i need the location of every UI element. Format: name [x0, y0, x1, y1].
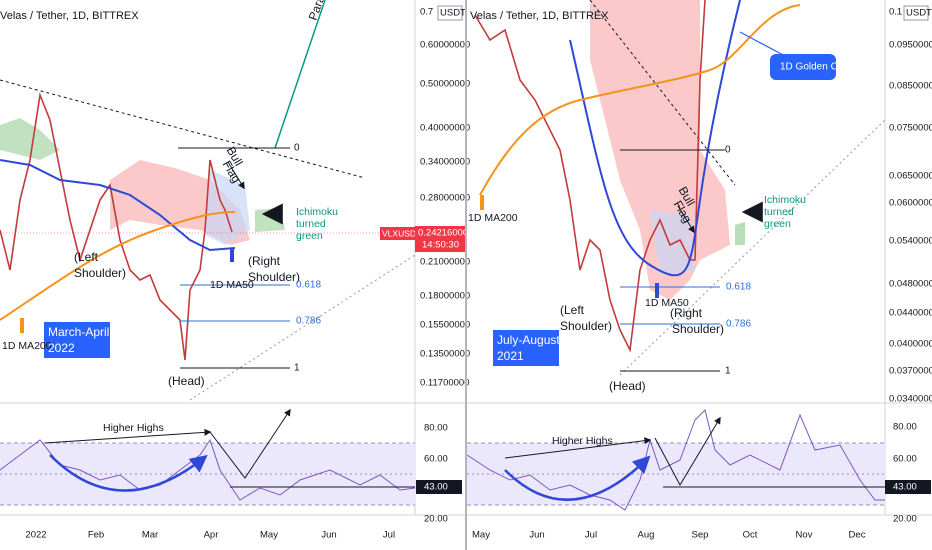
time-tick-label: Mar [142, 530, 158, 541]
fib-label: 0.618 [726, 282, 751, 293]
time-tick-label: Feb [88, 530, 104, 541]
time-tick-label: Sep [692, 530, 709, 541]
annotation: Higher Highs [552, 435, 613, 447]
price-tick-label: 0.13500000 [420, 349, 470, 360]
time-tick-label: May [472, 530, 490, 541]
rsi-tick-label: 60.00 [893, 454, 917, 465]
price-tick-label: 0.60000000 [420, 40, 470, 51]
price-tick-label: 0.7 [420, 7, 433, 18]
rsi-tick-label: 60.00 [424, 454, 448, 465]
price-tick-label: 0.28000000 [420, 193, 470, 204]
price-tick-label: 0.34000000 [420, 157, 470, 168]
annotation: (Head) [609, 379, 646, 393]
time-tick-label: May [260, 530, 278, 541]
annotation: 1D MA200 [468, 212, 518, 224]
annotation: Ichimoku [296, 206, 338, 218]
annotation: (Left [560, 303, 585, 317]
annotation: (Right [248, 254, 281, 268]
annotation: 1D MA50 [210, 279, 254, 291]
rsi-badge [416, 480, 462, 494]
annotation: March-April [48, 325, 109, 339]
annotation: Ichimoku [764, 194, 806, 206]
price-badge [415, 226, 465, 252]
time-tick-label: Jun [321, 530, 336, 541]
fib-label: 0.786 [296, 316, 321, 327]
fib-label: 0 [294, 143, 300, 154]
annotation: Shoulder) [248, 270, 300, 284]
time-tick-label: Jul [383, 530, 395, 541]
price-badge-label: 0.24216000 [418, 228, 468, 239]
time-tick-label: Aug [638, 530, 655, 541]
fib-label: 1 [294, 363, 300, 374]
annotation: Shoulder) [560, 319, 612, 333]
rsi-tick-label: 20.00 [893, 514, 917, 525]
annotation: turned [296, 218, 326, 230]
price-tick-label: 0.15500000 [420, 320, 470, 331]
annotation: green [296, 230, 323, 242]
time-tick-label: Jul [585, 530, 597, 541]
annotation: Shoulder) [74, 266, 126, 280]
time-tick-label: 2022 [25, 530, 46, 541]
price-tick-label: 0.40000000 [420, 123, 470, 134]
annotation: July-August [497, 333, 560, 347]
annotation: (Right [670, 306, 703, 320]
annotation: Shoulder) [672, 322, 724, 336]
annotation: 1D MA200 [2, 340, 52, 352]
rsi-tick-label: 80.00 [424, 423, 448, 434]
price-tick-label: 0.18000000 [420, 291, 470, 302]
rsi-badge-label: 43.00 [424, 482, 448, 493]
rsi-tick-label: 20.00 [424, 514, 448, 525]
annotation: (Left [74, 250, 99, 264]
rsi-badge-label: 43.00 [893, 482, 917, 493]
fib-label: 0.618 [296, 280, 321, 291]
left-axes: 0.7 0.60000000 0.50000000 0.40000000 0.34000… [25, 7, 470, 541]
chart-header: Velas / Tether, 1D, BITTREX [470, 10, 609, 22]
chart-header: Velas / Tether, 1D, BITTREX [0, 10, 139, 22]
annotation: Higher Highs [103, 422, 164, 434]
fib-label: 0.786 [726, 319, 751, 330]
annotation: 1D Golden Cross [780, 62, 857, 73]
time-tick-label: Dec [849, 530, 866, 541]
price-tick-label: 0.03400000 [889, 394, 932, 405]
time-tick-label: Jun [529, 530, 544, 541]
annotation: 1D MA50 [645, 297, 689, 309]
time-tick-label: Nov [796, 530, 813, 541]
time-tick-label: Oct [743, 530, 758, 541]
annotation: turned [764, 206, 794, 218]
left-panel: 0.7 0.60000000 0.50000000 0.40000000 0.34000… [0, 0, 471, 541]
currency-badge: USDT [906, 8, 932, 19]
price-tick-label: 0.50000000 [420, 79, 470, 90]
rsi-badge [885, 480, 931, 494]
annotation: 2021 [497, 349, 524, 363]
currency-badge: USDT [440, 8, 466, 19]
symbol-badge-label: VLXUSDT [382, 228, 421, 238]
price-tick-label: 0.1 [889, 7, 902, 18]
fib-label: 0 [725, 145, 731, 156]
annotation: green [764, 218, 791, 230]
symbol-badge [380, 227, 415, 240]
annotation: 2022 [48, 341, 75, 355]
price-tick-label: 0.21000000 [420, 257, 470, 268]
annotation: (Head) [168, 374, 205, 388]
price-tick-label: 0.11700000 [420, 378, 470, 389]
price-badge-time: 14:50:30 [422, 240, 459, 251]
fib-label: 1 [725, 366, 731, 377]
rsi-tick-label: 80.00 [893, 422, 917, 433]
time-tick-label: Apr [204, 530, 219, 541]
